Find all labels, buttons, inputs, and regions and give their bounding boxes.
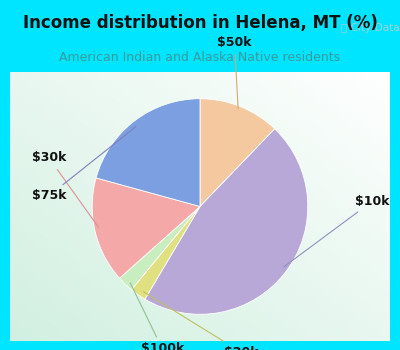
Text: $75k: $75k bbox=[32, 127, 136, 202]
Text: $50k: $50k bbox=[217, 36, 252, 109]
Wedge shape bbox=[132, 206, 200, 299]
Text: $30k: $30k bbox=[32, 152, 99, 228]
Text: $20k: $20k bbox=[144, 292, 258, 350]
Wedge shape bbox=[120, 206, 200, 290]
Wedge shape bbox=[96, 99, 200, 206]
Wedge shape bbox=[92, 178, 200, 278]
Text: $100k: $100k bbox=[130, 283, 184, 350]
Text: ⓘ City-Data.com: ⓘ City-Data.com bbox=[341, 23, 400, 33]
Text: Income distribution in Helena, MT (%): Income distribution in Helena, MT (%) bbox=[22, 14, 378, 32]
Wedge shape bbox=[200, 99, 275, 206]
Wedge shape bbox=[145, 129, 308, 314]
Text: $10k: $10k bbox=[284, 195, 390, 267]
Text: American Indian and Alaska Native residents: American Indian and Alaska Native reside… bbox=[60, 51, 340, 64]
